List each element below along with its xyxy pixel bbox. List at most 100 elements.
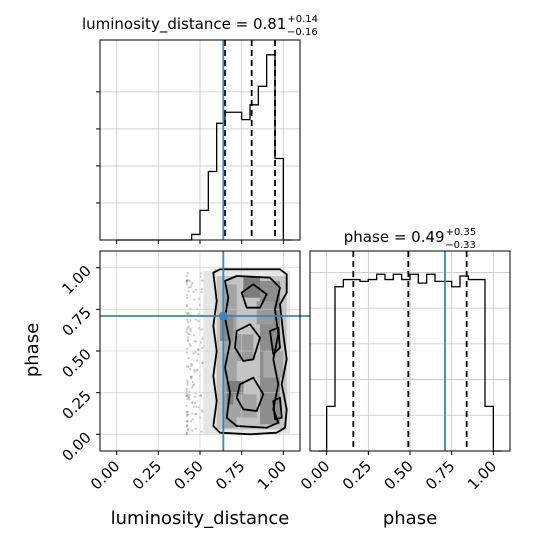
contour-5 bbox=[269, 326, 281, 356]
x-axis-label-luminosity-distance: luminosity_distance bbox=[111, 508, 290, 529]
sample-point bbox=[201, 361, 204, 365]
sample-point bbox=[186, 424, 189, 427]
right-xtick-label-0: 0.00 bbox=[297, 457, 333, 493]
sample-point bbox=[197, 320, 200, 323]
sample-point bbox=[201, 336, 204, 340]
sample-point bbox=[185, 411, 188, 414]
sample-point bbox=[185, 328, 188, 331]
joint-ytick-label-2: 0.50 bbox=[58, 345, 94, 381]
sample-point bbox=[185, 431, 188, 434]
sample-point bbox=[185, 312, 188, 315]
sample-point bbox=[194, 412, 198, 416]
density-patch-5 bbox=[233, 394, 257, 418]
sample-point bbox=[187, 396, 191, 399]
sample-point bbox=[187, 357, 190, 360]
sample-point bbox=[186, 397, 189, 401]
luminosity-distance-histogram-panel bbox=[96, 39, 301, 244]
sample-point bbox=[197, 406, 200, 409]
sample-point bbox=[185, 389, 188, 392]
sample-point bbox=[194, 318, 198, 321]
sample-point bbox=[199, 394, 203, 397]
phase-title: phase = 0.49+0.35 −0.33 bbox=[344, 227, 476, 251]
sample-point bbox=[189, 365, 192, 368]
sample-point bbox=[185, 304, 188, 308]
phase-histogram-panel: 0.00 0.25 0.50 0.75 1.00 bbox=[297, 250, 511, 493]
sample-point bbox=[186, 339, 190, 342]
sample-point bbox=[193, 383, 196, 386]
sample-point bbox=[200, 328, 203, 331]
joint-ytick-label-4: 1.00 bbox=[58, 262, 94, 298]
sample-point bbox=[190, 362, 193, 365]
contour-2 bbox=[240, 283, 268, 309]
sample-point bbox=[194, 412, 197, 416]
density-patch-4 bbox=[263, 351, 284, 378]
sample-point bbox=[186, 379, 189, 382]
sample-point bbox=[195, 405, 198, 408]
sample-point bbox=[185, 394, 188, 398]
sample-point bbox=[187, 396, 190, 399]
sample-point bbox=[185, 425, 188, 429]
sample-point bbox=[194, 288, 197, 291]
sample-point bbox=[185, 279, 188, 282]
sample-point bbox=[189, 329, 192, 332]
sample-point bbox=[187, 290, 190, 293]
sample-point bbox=[186, 312, 190, 315]
joint-xtick-label-0: 0.00 bbox=[87, 457, 123, 493]
sample-point bbox=[197, 327, 201, 330]
sample-point bbox=[197, 312, 200, 316]
sample-point bbox=[188, 398, 191, 401]
sample-point bbox=[195, 369, 198, 372]
sample-point bbox=[185, 365, 188, 368]
sample-point bbox=[185, 424, 189, 427]
top-histogram-steps bbox=[116, 54, 292, 241]
sample-point bbox=[191, 429, 194, 432]
sample-point bbox=[185, 347, 189, 350]
joint-ytick-label-1: 0.25 bbox=[58, 387, 94, 423]
sample-point bbox=[193, 298, 196, 301]
sample-point bbox=[188, 342, 191, 346]
title-phase-minus: −0.33 bbox=[445, 240, 476, 251]
sample-point bbox=[185, 410, 188, 413]
sample-point bbox=[194, 427, 197, 430]
title-ld-text: luminosity_distance = 0.81 bbox=[82, 15, 286, 34]
sample-point bbox=[186, 429, 189, 432]
joint-ytick-label-0: 0.00 bbox=[58, 428, 94, 464]
sample-point bbox=[192, 405, 195, 408]
sample-point bbox=[186, 381, 189, 384]
joint-xtick-label-1: 0.25 bbox=[129, 457, 165, 493]
contour-3 bbox=[234, 323, 261, 362]
sample-point bbox=[194, 340, 197, 343]
sample-point bbox=[192, 384, 195, 387]
sample-point bbox=[186, 326, 189, 329]
joint-xtick-label-2: 0.50 bbox=[170, 457, 206, 493]
sample-point bbox=[192, 352, 195, 355]
right-histogram-steps bbox=[318, 273, 502, 452]
sample-point bbox=[185, 281, 188, 284]
right-xtick-label-3: 0.75 bbox=[422, 457, 458, 493]
sample-point bbox=[186, 279, 189, 282]
sample-point bbox=[193, 402, 197, 405]
sample-point bbox=[200, 409, 203, 412]
sample-point bbox=[185, 280, 189, 283]
sample-point bbox=[189, 375, 193, 378]
sample-point bbox=[190, 284, 193, 287]
sample-point bbox=[190, 375, 193, 378]
sample-point bbox=[189, 420, 193, 423]
sample-point bbox=[196, 359, 199, 362]
sample-point bbox=[189, 327, 192, 330]
sample-point bbox=[193, 339, 196, 343]
sample-point bbox=[187, 286, 190, 289]
sample-point bbox=[185, 293, 188, 297]
contour-1 bbox=[224, 275, 281, 429]
right-xtick-label-2: 0.50 bbox=[380, 457, 416, 493]
sample-point bbox=[186, 278, 189, 282]
sample-point bbox=[185, 283, 188, 286]
sample-point bbox=[188, 279, 191, 282]
sample-point bbox=[185, 420, 188, 423]
x-axis-label-phase: phase bbox=[383, 508, 437, 529]
sample-point bbox=[197, 348, 200, 351]
sample-point bbox=[189, 367, 192, 371]
sample-point bbox=[185, 275, 189, 278]
sample-point bbox=[190, 401, 194, 405]
sample-point bbox=[191, 363, 194, 367]
